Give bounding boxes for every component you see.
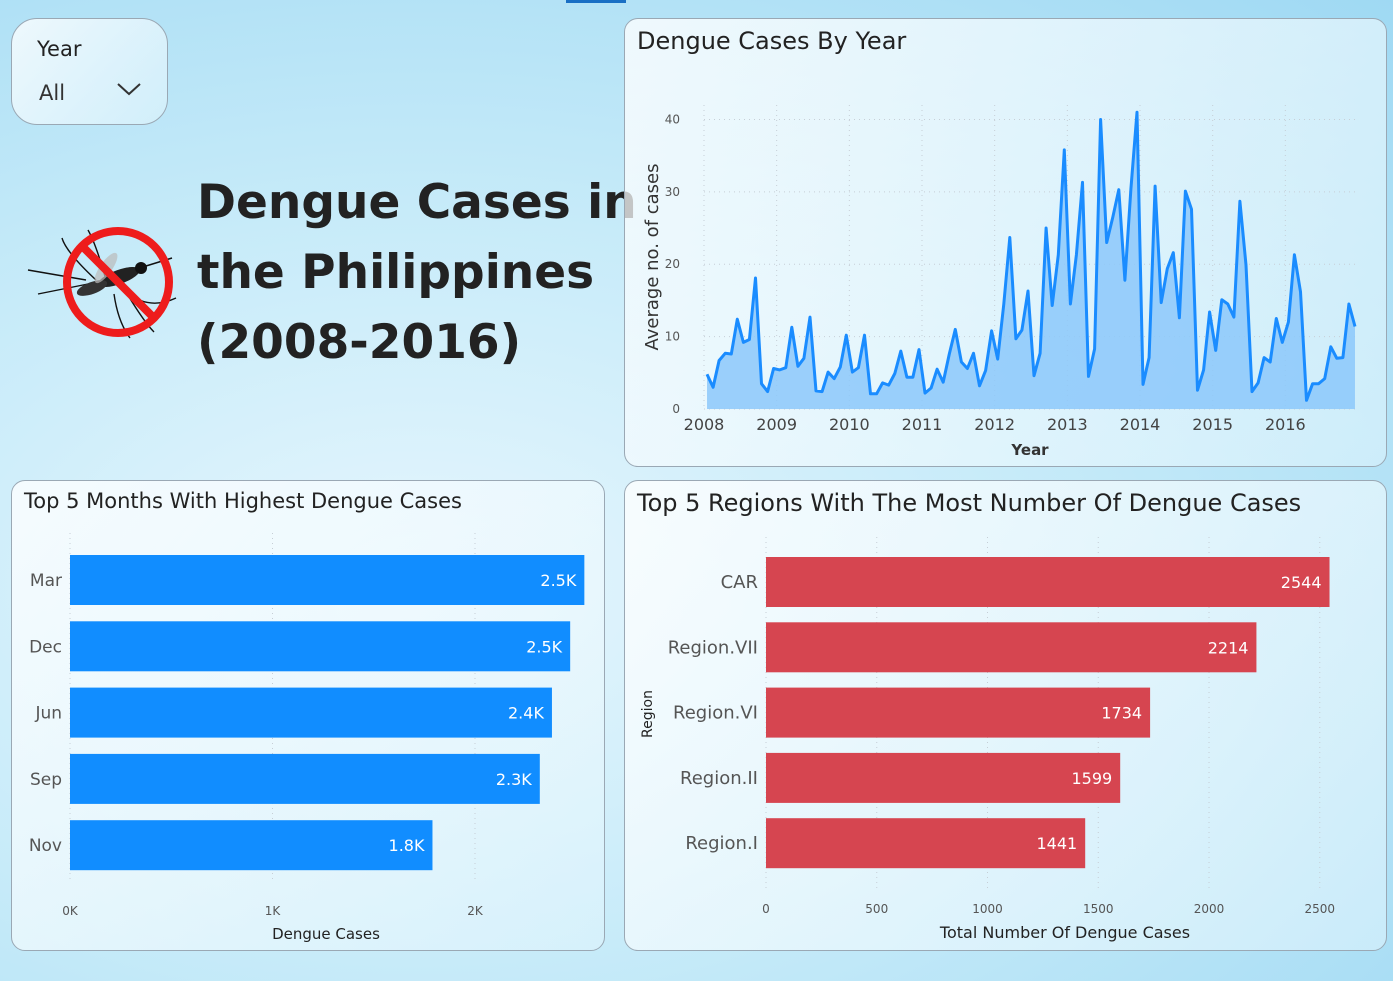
title-line-3: (2008-2016) <box>197 315 522 370</box>
yearly-line-chart: 0 10 20 30 40 2008 2009 2010 2011 2012 2013 2014 201… <box>642 105 1358 459</box>
y-axis-label: Region <box>640 690 656 738</box>
category-label: Sep <box>30 770 62 790</box>
x-tick-label: 2500 <box>1305 902 1336 916</box>
y-tick-label: 20 <box>665 257 680 271</box>
category-label: Mar <box>30 571 62 591</box>
chevron-down-icon[interactable] <box>116 81 142 97</box>
x-tick-label: 2012 <box>974 415 1015 434</box>
x-tick-label: 1500 <box>1083 902 1114 916</box>
months-chart-card: Top 5 Months With Highest Dengue Cases 0… <box>11 480 605 951</box>
data-label: 2544 <box>1281 573 1322 592</box>
x-tick-label: 2009 <box>756 415 797 434</box>
category-label: Region.II <box>680 768 758 789</box>
bar <box>766 622 1257 673</box>
x-tick-label: 2010 <box>829 415 870 434</box>
x-tick-label: 0 <box>762 902 770 916</box>
bar <box>70 753 540 804</box>
category-label: CAR <box>721 572 758 593</box>
x-axis-label: Year <box>1010 441 1049 459</box>
data-label: 2214 <box>1208 638 1249 657</box>
x-tick-label: 1000 <box>972 902 1003 916</box>
x-tick-label: 2008 <box>684 415 725 434</box>
bar <box>70 555 585 605</box>
x-tick-label: 2014 <box>1120 415 1161 434</box>
yearly-chart-title: Dengue Cases By Year <box>637 27 907 55</box>
category-label: Nov <box>29 836 62 856</box>
y-tick-label: 10 <box>665 330 680 344</box>
data-label: 1.8K <box>389 836 425 855</box>
bar <box>70 820 433 871</box>
regions-chart-card: Top 5 Regions With The Most Number Of De… <box>624 480 1387 951</box>
top-accent-bar <box>566 0 626 3</box>
data-label: 2.5K <box>526 637 562 656</box>
bar <box>70 621 571 672</box>
bar <box>766 818 1086 869</box>
category-label: Region.VI <box>673 703 758 724</box>
x-tick-label: 2015 <box>1192 415 1233 434</box>
months-bar-chart: 0K 1K 2K Mar 2.5K Dec 2.5K Jun 2.4K Sep 2.3K Nov 1.8… <box>29 533 585 943</box>
data-label: 2.3K <box>496 770 532 789</box>
bar <box>70 687 552 738</box>
yearly-chart-card: Dengue Cases By Year 0 10 20 30 40 2008 2009 20… <box>624 18 1387 467</box>
x-tick-label: 1K <box>265 904 282 918</box>
slicer-label: Year <box>37 37 82 61</box>
category-label: Dec <box>29 637 62 657</box>
year-slicer[interactable]: Year All <box>11 18 168 125</box>
y-axis-label: Average no. of cases <box>642 163 663 350</box>
data-label: 2.5K <box>540 571 576 590</box>
x-axis-label: Total Number Of Dengue Cases <box>939 923 1190 942</box>
bar <box>766 687 1151 738</box>
x-tick-label: 500 <box>865 902 888 916</box>
regions-chart-title: Top 5 Regions With The Most Number Of De… <box>637 489 1302 517</box>
x-tick-label: 2013 <box>1047 415 1088 434</box>
category-label: Region.I <box>685 833 758 854</box>
x-tick-label: 2011 <box>902 415 943 434</box>
category-label: Region.VII <box>668 637 758 658</box>
data-label: 1441 <box>1036 834 1077 853</box>
no-mosquito-icon <box>27 227 177 339</box>
slicer-value[interactable]: All <box>39 81 66 105</box>
bar <box>766 557 1330 607</box>
title-line-1: Dengue Cases in <box>197 175 637 230</box>
regions-bar-chart: 0 500 1000 1500 2000 2500 CAR 2544 Region.VII 221… <box>640 537 1336 942</box>
title-line-2: the Philippines <box>197 245 595 300</box>
area-fill <box>707 112 1355 409</box>
x-tick-label: 0K <box>62 904 79 918</box>
bar <box>766 752 1121 803</box>
y-tick-label: 40 <box>665 112 680 126</box>
y-tick-label: 30 <box>665 185 680 199</box>
data-label: 2.4K <box>508 704 544 723</box>
x-tick-label: 2016 <box>1265 415 1306 434</box>
x-tick-label: 2K <box>467 904 484 918</box>
category-label: Jun <box>34 704 62 724</box>
data-label: 1599 <box>1071 769 1112 788</box>
series-line <box>705 110 1357 402</box>
months-chart-title: Top 5 Months With Highest Dengue Cases <box>24 489 462 513</box>
data-label: 1734 <box>1101 704 1142 723</box>
page-title: Dengue Cases in the Philippines (2008-20… <box>197 168 637 378</box>
y-tick-label: 0 <box>672 402 680 416</box>
x-axis-label: Dengue Cases <box>272 925 380 943</box>
x-tick-label: 2000 <box>1194 902 1225 916</box>
